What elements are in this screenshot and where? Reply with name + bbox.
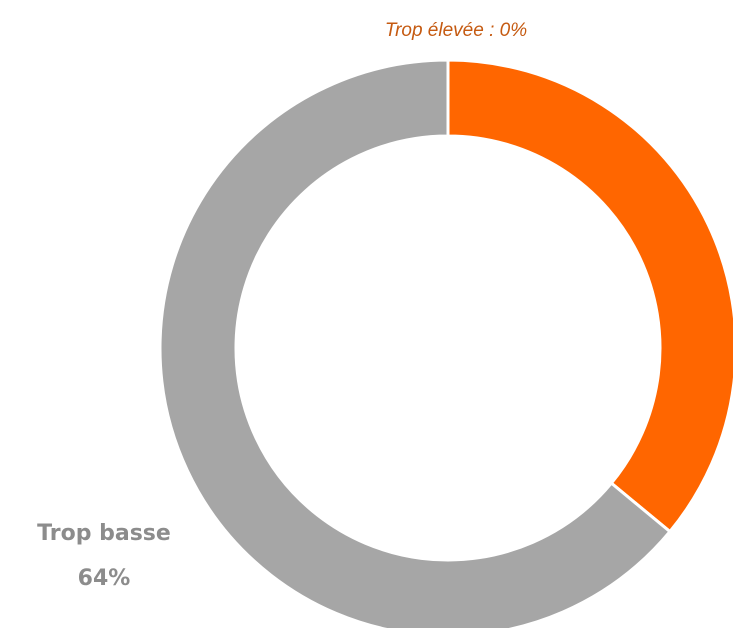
slice-adaptee: [446, 58, 733, 534]
donut-slices: [158, 58, 733, 628]
slice-trop-basse: [158, 58, 673, 628]
label-trop-elevee: Trop élevée : 0%: [385, 20, 527, 41]
label-trop-basse-value: 64%: [78, 566, 131, 591]
label-trop-basse-name: Trop basse: [37, 521, 171, 546]
